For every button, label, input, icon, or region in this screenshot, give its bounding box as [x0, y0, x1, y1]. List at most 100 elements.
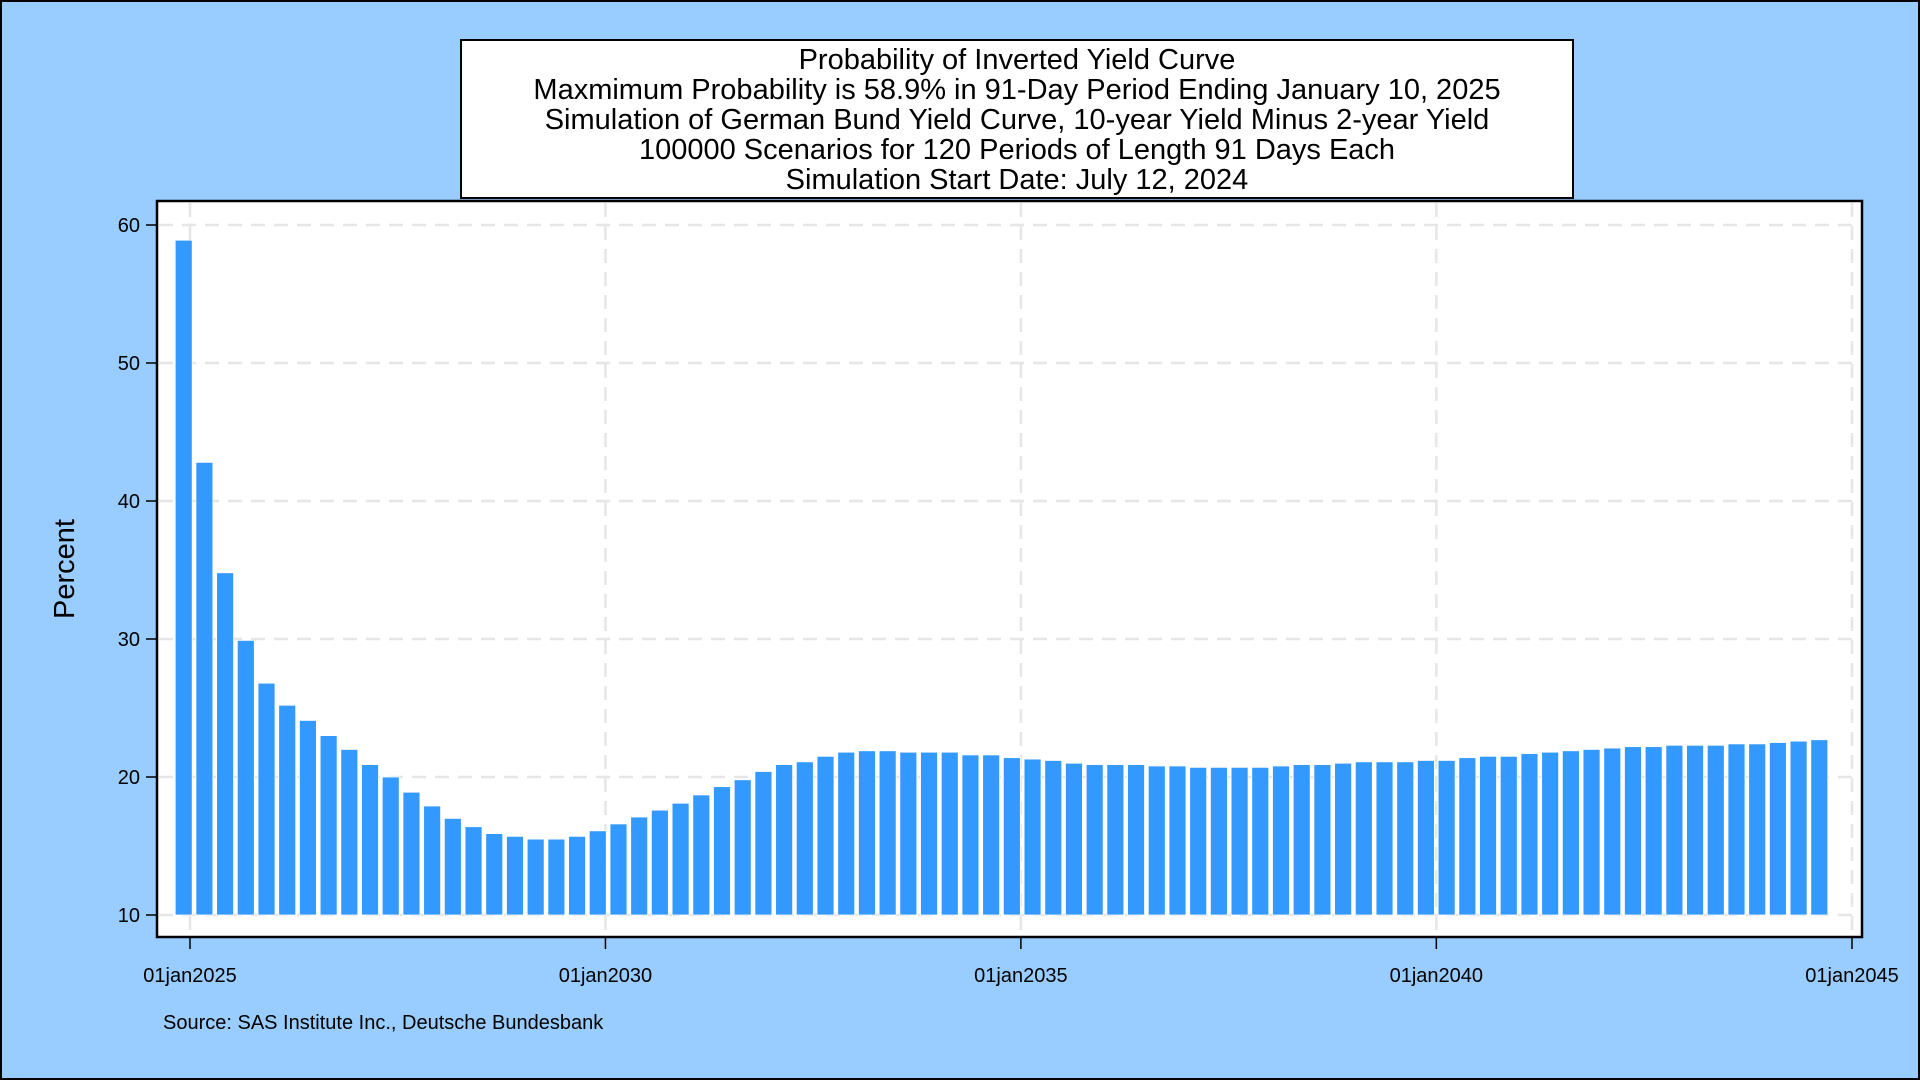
bar	[1810, 739, 1829, 916]
bar	[1002, 757, 1021, 916]
y-tick-label: 50	[118, 353, 140, 375]
y-tick-label: 10	[118, 905, 140, 927]
bar	[485, 833, 504, 916]
bar	[1189, 766, 1208, 916]
chart-title-box: Probability of Inverted Yield Curve Maxm…	[460, 39, 1574, 199]
bar	[1251, 766, 1270, 916]
bar	[1603, 747, 1622, 916]
bar	[671, 802, 690, 916]
bar	[982, 754, 1001, 916]
bar	[1127, 764, 1145, 916]
bar	[1044, 760, 1063, 916]
bar	[402, 791, 421, 916]
bar	[588, 830, 607, 916]
bar	[1499, 755, 1518, 916]
bar	[961, 754, 980, 916]
bar	[1437, 760, 1456, 916]
axes: 10 20 30 40 50 60 01jan2025 01jan2030 01jan2035 0…	[118, 215, 1899, 987]
bar	[216, 572, 234, 916]
bar	[174, 239, 193, 916]
bar	[1313, 764, 1332, 916]
x-tick-label: 01jan2040	[1390, 965, 1483, 987]
bar	[423, 805, 442, 916]
bar	[319, 735, 338, 916]
bar	[1520, 753, 1539, 916]
y-tick-label: 30	[118, 629, 140, 651]
chart-subtitle-simulation: Simulation of German Bund Yield Curve, 1…	[544, 104, 1490, 136]
x-tick-label: 01jan2045	[1805, 965, 1898, 987]
bar	[195, 461, 214, 916]
bar	[278, 704, 297, 916]
bar	[340, 749, 359, 916]
bar	[1375, 761, 1394, 916]
bar	[236, 639, 255, 916]
chart-title: Probability of Inverted Yield Curve	[798, 44, 1236, 76]
bar	[568, 835, 586, 916]
bar	[1748, 743, 1767, 916]
bar	[1458, 757, 1477, 916]
x-tick-label: 01jan2035	[974, 965, 1067, 987]
bar	[1272, 765, 1290, 916]
y-tick-label: 60	[118, 215, 140, 237]
bar	[1106, 764, 1125, 916]
bar	[1292, 764, 1311, 916]
bar	[299, 720, 317, 916]
bar	[1230, 766, 1249, 916]
bar	[1065, 762, 1083, 916]
bar	[257, 682, 276, 916]
bar	[858, 750, 876, 916]
chart-subtitle-start-date: Simulation Start Date: July 12, 2024	[785, 164, 1249, 196]
bar	[1479, 755, 1497, 916]
bar	[837, 751, 856, 916]
source-note: Source: SAS Institute Inc., Deutsche Bun…	[163, 1012, 604, 1034]
bar	[795, 761, 814, 916]
bar	[1665, 744, 1684, 916]
bar	[464, 826, 483, 916]
bar	[1334, 762, 1353, 916]
bars	[174, 239, 1829, 916]
bar	[899, 751, 918, 916]
bar	[1561, 750, 1580, 916]
chart-subtitle-max-probability: Maxmimum Probability is 58.9% in 91-Day …	[533, 74, 1501, 106]
bar	[1686, 744, 1704, 916]
bar	[940, 751, 959, 916]
bar	[1354, 761, 1373, 916]
bar	[775, 764, 793, 916]
bar	[1168, 765, 1187, 916]
bar	[609, 823, 628, 916]
y-tick-label: 20	[118, 767, 140, 789]
bar	[733, 779, 752, 916]
bar	[1789, 740, 1808, 916]
bar	[1727, 743, 1746, 916]
bar	[506, 835, 524, 916]
bar	[920, 751, 938, 916]
bar	[1541, 751, 1560, 916]
bar	[1706, 744, 1725, 916]
bar	[526, 838, 545, 916]
bar	[878, 750, 897, 916]
bar	[1582, 749, 1601, 916]
bar	[1147, 765, 1166, 916]
bar	[1396, 761, 1415, 916]
bar	[754, 771, 773, 916]
x-tick-label: 01jan2030	[559, 965, 652, 987]
bar	[713, 786, 731, 916]
bar	[1644, 746, 1663, 916]
bar	[381, 776, 400, 916]
bar	[1210, 766, 1228, 916]
bar	[1417, 760, 1435, 916]
bar	[1624, 746, 1642, 916]
bar	[443, 818, 462, 916]
y-axis-label: Percent	[49, 519, 81, 619]
bar	[630, 816, 649, 916]
chart-subtitle-scenarios: 100000 Scenarios for 120 Periods of Leng…	[638, 134, 1396, 166]
bar	[692, 794, 711, 916]
bar	[650, 809, 669, 916]
y-tick-label: 40	[118, 491, 140, 513]
bar	[1085, 764, 1104, 916]
bar	[1023, 758, 1042, 916]
bar	[816, 755, 835, 916]
bar	[1769, 742, 1787, 916]
bar	[547, 838, 566, 916]
